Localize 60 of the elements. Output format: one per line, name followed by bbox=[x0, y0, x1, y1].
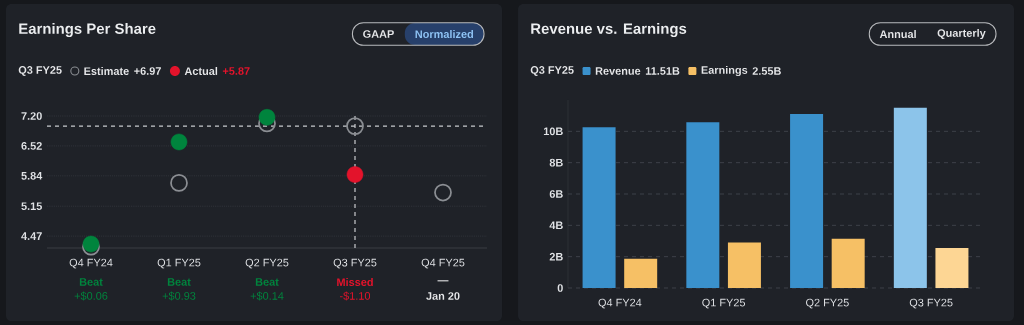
chart-subtitle: Q3 FY25 bbox=[530, 66, 574, 76]
text: Jan 20 bbox=[426, 292, 460, 300]
x-tick-label: Q2 FY25 bbox=[806, 298, 849, 309]
point bbox=[346, 166, 364, 183]
chart-title: Revenue vs. Earnings bbox=[531, 23, 687, 37]
text: +$0.93 bbox=[162, 291, 196, 301]
y-tick-label: 0 bbox=[557, 284, 563, 292]
x-tick-label: Q1 FY25 bbox=[702, 298, 746, 309]
y-tick-label: 6.52 bbox=[21, 142, 42, 150]
legend-label: Revenue bbox=[595, 67, 641, 75]
y-tick-label: 5.15 bbox=[21, 202, 42, 211]
legend-label: Actual bbox=[184, 66, 218, 76]
text: Normalized bbox=[415, 29, 474, 39]
text: +$0.14 bbox=[250, 291, 284, 301]
y-tick-label: 10B bbox=[543, 127, 563, 136]
text: 2.55B bbox=[752, 67, 781, 75]
text: GAAP bbox=[363, 30, 394, 38]
text: Annual bbox=[879, 29, 916, 39]
y-tick-label: 2B bbox=[549, 252, 563, 261]
point bbox=[170, 174, 188, 192]
x-tick-label: Q3 FY25 bbox=[909, 298, 953, 309]
bar bbox=[935, 248, 969, 288]
bar bbox=[582, 127, 616, 288]
text: -$1.10 bbox=[339, 291, 371, 301]
chart-subtitle: Q3 FY25 bbox=[18, 66, 62, 76]
text: Missed bbox=[337, 277, 373, 287]
y-tick-label: 8B bbox=[549, 158, 563, 167]
point bbox=[258, 109, 276, 126]
x-tick-label: Q4 FY25 bbox=[421, 258, 465, 269]
legend-label: Earnings bbox=[701, 65, 748, 77]
y-tick-label: 7.20 bbox=[21, 112, 42, 120]
bar bbox=[790, 113, 824, 288]
text: +6.97 bbox=[134, 67, 161, 75]
bar bbox=[624, 258, 658, 288]
x-tick-label: Q4 FY24 bbox=[69, 258, 113, 269]
bar bbox=[893, 107, 927, 288]
text: +5.87 bbox=[222, 67, 250, 75]
y-tick-label: 4.47 bbox=[21, 232, 42, 240]
bar bbox=[831, 238, 865, 288]
point bbox=[434, 183, 452, 202]
text: Beat bbox=[255, 278, 279, 286]
y-tick-label: 6B bbox=[549, 190, 563, 198]
text: +$0.06 bbox=[74, 291, 108, 301]
text: 11.51B bbox=[645, 67, 680, 75]
bar bbox=[727, 242, 761, 288]
x-tick-label: Q3 FY25 bbox=[333, 258, 377, 269]
y-tick-label: 5.84 bbox=[21, 171, 43, 180]
y-tick-label: 4B bbox=[549, 221, 563, 230]
chart-title: Earnings Per Share bbox=[19, 23, 156, 37]
text: Beat bbox=[167, 278, 191, 286]
text: — bbox=[437, 280, 449, 282]
text: Beat bbox=[79, 278, 103, 286]
legend-label: Estimate bbox=[84, 66, 129, 76]
x-tick-label: Q1 FY25 bbox=[157, 258, 201, 269]
x-tick-label: Q2 FY25 bbox=[245, 258, 289, 269]
text: Quarterly bbox=[937, 28, 986, 40]
point bbox=[170, 133, 188, 151]
point bbox=[346, 117, 364, 135]
bar bbox=[686, 122, 720, 288]
x-tick-label: Q4 FY24 bbox=[598, 298, 642, 309]
